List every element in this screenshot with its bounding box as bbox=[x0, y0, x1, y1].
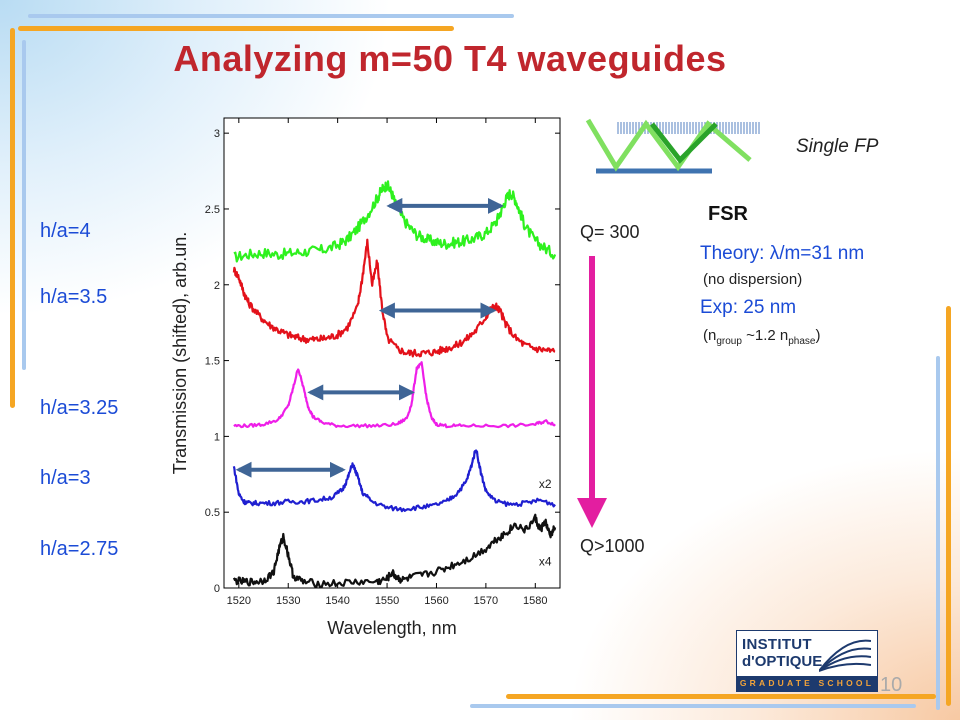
single-fp-label: Single FP bbox=[796, 136, 879, 157]
single-fp-schematic bbox=[585, 118, 760, 174]
slide-title: Analyzing m=50 T4 waveguides bbox=[173, 38, 727, 79]
series-line-h3-25 bbox=[233, 361, 556, 429]
annotation-x2: x2 bbox=[539, 477, 552, 491]
x-tick-label: 1520 bbox=[227, 595, 251, 607]
y-axis-label: Transmission (shifted), arb.un. bbox=[170, 232, 190, 474]
y-tick-label: 1 bbox=[214, 431, 220, 443]
series-line-h3-5 bbox=[232, 238, 556, 358]
y-tick-label: 2 bbox=[214, 280, 220, 292]
frame-line-left-orange bbox=[10, 28, 15, 408]
x-tick-label: 1570 bbox=[474, 595, 498, 607]
q-label-bottom: Q>1000 bbox=[580, 536, 645, 556]
x-tick-label: 1580 bbox=[523, 595, 547, 607]
q-label-top: Q= 300 bbox=[580, 222, 640, 242]
series-line-h2-75 bbox=[232, 513, 557, 589]
y-tick-label: 3 bbox=[214, 128, 220, 140]
series-line-h4 bbox=[233, 180, 557, 263]
x-tick-label: 1550 bbox=[375, 595, 399, 607]
fsr-theory: Theory: λ/m=31 nm bbox=[700, 243, 865, 264]
sample-label-h3-5: h/a=3.5 bbox=[40, 286, 108, 308]
fsr-heading: FSR bbox=[708, 203, 748, 225]
y-tick-label: 0 bbox=[214, 583, 220, 595]
frame-line-bottom-orange bbox=[506, 694, 936, 699]
annotation-x4: x4 bbox=[539, 554, 552, 568]
frame-line-bottom-blue bbox=[470, 704, 916, 708]
sample-label-h4: h/a=4 bbox=[40, 220, 91, 242]
plot-frame bbox=[223, 117, 561, 589]
plot-area: 1520 1530 1540 1550 1560 1570 1580 0 0.5 1 1.5 2 2.5… bbox=[170, 117, 561, 638]
frame-line-right-orange bbox=[946, 306, 951, 706]
sample-label-h3-25: h/a=3.25 bbox=[40, 397, 119, 419]
page-number: 10 bbox=[880, 674, 903, 696]
sample-label-h2-75: h/a=2.75 bbox=[40, 538, 119, 560]
frame-line-top-orange bbox=[18, 26, 454, 31]
series-line-h3 bbox=[232, 449, 556, 513]
x-tick-label: 1560 bbox=[424, 595, 448, 607]
y-tick-label: 2.5 bbox=[205, 204, 220, 216]
x-tick-label: 1540 bbox=[325, 595, 349, 607]
fsr-theory-note: (no dispersion) bbox=[703, 271, 803, 288]
frame-line-right-blue bbox=[936, 356, 940, 710]
x-tick-label: 1530 bbox=[276, 595, 300, 607]
x-axis-label: Wavelength, nm bbox=[327, 618, 456, 638]
sample-label-h3: h/a=3 bbox=[40, 467, 91, 489]
fsr-exp: Exp: 25 nm bbox=[700, 297, 797, 318]
frame-line-left-blue bbox=[22, 40, 26, 370]
frame-line-top-blue bbox=[28, 14, 514, 18]
institut-optique-logo: INSTITUT d'OPTIQUE GRADUATE SCHOOL bbox=[736, 630, 878, 692]
y-tick-label: 1.5 bbox=[205, 356, 220, 368]
fsr-exp-note: (ngroup ~1.2 nphase) bbox=[703, 327, 821, 347]
y-tick-label: 0.5 bbox=[205, 507, 220, 519]
